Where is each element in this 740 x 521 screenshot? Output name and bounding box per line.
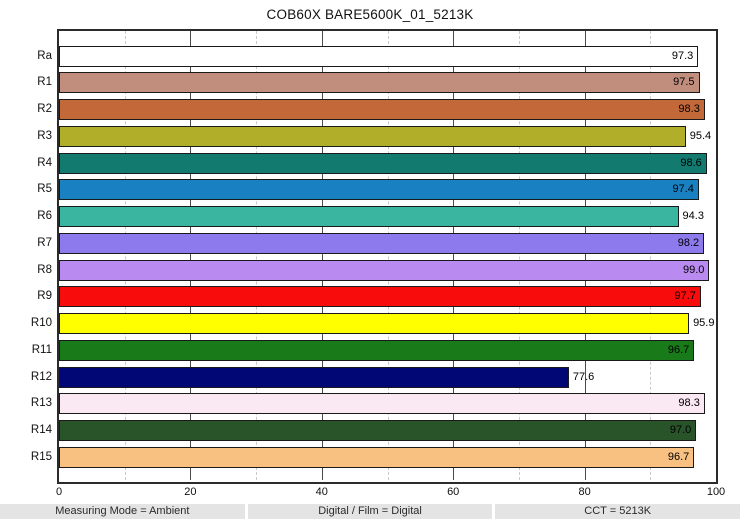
chart-title: COB60X BARE5600K_01_5213K (266, 7, 474, 22)
gridline-major (321, 31, 323, 480)
status-measuring-mode: Measuring Mode = Ambient (0, 504, 245, 519)
bar (59, 232, 705, 254)
gridline-minor (387, 31, 389, 480)
bar-value-label: 96.7 (667, 343, 690, 356)
bar (59, 45, 699, 67)
bar-value-label: 98.3 (678, 103, 700, 115)
bar-value-label: 97.0 (669, 424, 692, 436)
bar-value-label: 99.0 (683, 263, 705, 276)
bar (59, 366, 569, 388)
bar-category-label: R15 (30, 450, 52, 463)
gridline-minor (256, 31, 258, 480)
bar-category-label: R5 (37, 183, 52, 196)
gridline-major (584, 31, 586, 480)
bar-value-label: 95.9 (693, 317, 715, 329)
bar (59, 259, 710, 281)
bar (59, 286, 701, 308)
bar-category-label: R4 (37, 156, 52, 169)
status-bar: Measuring Mode = Ambient Digital / Film … (0, 504, 740, 519)
gridline-minor (650, 31, 652, 480)
bar-value-label: 97.5 (673, 76, 695, 89)
bar-value-label: 96.7 (667, 450, 690, 463)
bar-value-label: 77.6 (572, 370, 595, 383)
bar (59, 339, 695, 361)
bar-category-label: R12 (30, 370, 52, 383)
bar-value-label: 98.3 (678, 397, 700, 410)
bar (59, 313, 690, 334)
x-tick-label: 20 (184, 486, 197, 498)
bar (59, 446, 695, 468)
bar-value-label: 98.6 (680, 156, 702, 169)
bar-category-label: R1 (37, 76, 52, 89)
bar (59, 72, 700, 94)
bar-category-label: Ra (37, 49, 52, 62)
bar (59, 125, 686, 147)
bar (59, 152, 707, 174)
bar-category-label: R7 (37, 236, 52, 249)
bar-category-label: R9 (37, 290, 52, 303)
gridline-minor (124, 31, 126, 480)
bar (59, 179, 699, 201)
bar (59, 420, 697, 441)
bar-value-label: 95.4 (689, 129, 712, 142)
gridline-minor (518, 31, 520, 480)
x-tick-label: 60 (447, 486, 460, 498)
bar-category-label: R13 (30, 397, 52, 410)
bar (59, 393, 705, 415)
status-digital-film: Digital / Film = Digital (247, 504, 493, 519)
bar-category-label: R14 (30, 424, 52, 436)
x-tick-label: 40 (315, 486, 328, 498)
gridline-major (190, 31, 192, 480)
bar-value-label: 97.4 (672, 183, 694, 196)
x-tick-label: 0 (55, 486, 63, 498)
x-tick-label: 80 (578, 486, 591, 498)
bar-category-label: R10 (30, 317, 52, 329)
bar-category-label: R2 (37, 103, 52, 115)
bar-category-label: R8 (37, 263, 52, 276)
bar-value-label: 97.3 (671, 49, 694, 62)
bar-category-label: R6 (37, 210, 52, 222)
bar-value-label: 94.3 (682, 210, 704, 222)
bar-value-label: 98.2 (677, 236, 700, 249)
bar-category-label: R3 (37, 129, 52, 142)
bar-category-label: R11 (31, 343, 52, 356)
status-cct: CCT = 5213K (495, 504, 740, 519)
gridline-major (453, 31, 455, 480)
bar (59, 206, 679, 227)
bar (59, 99, 705, 120)
x-tick-label: 100 (706, 486, 726, 498)
bar-value-label: 97.7 (674, 290, 696, 303)
